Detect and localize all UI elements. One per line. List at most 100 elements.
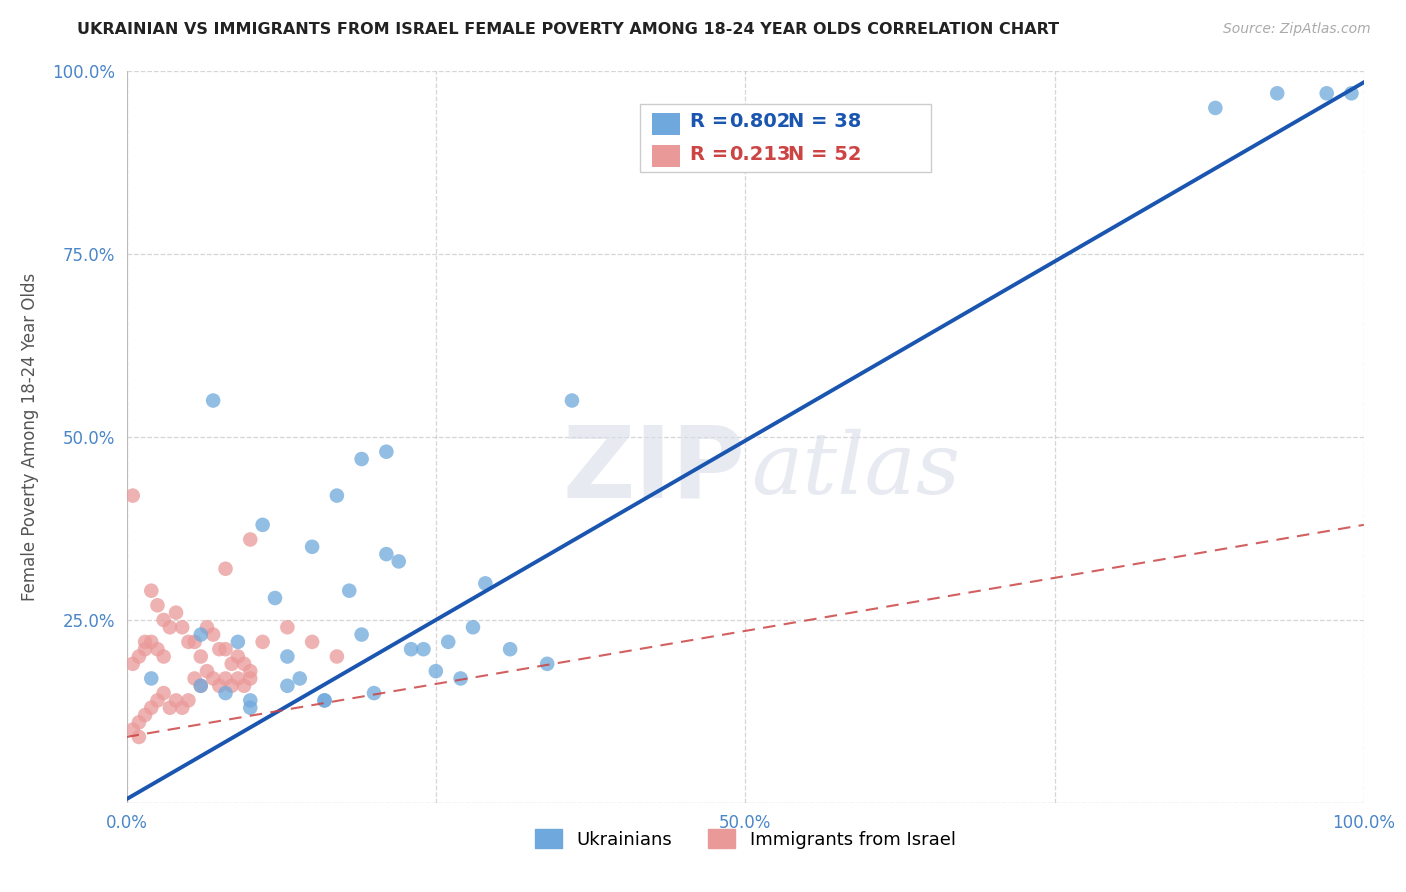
Point (121, 723, 143, 737)
Text: 0.213: 0.213 (730, 145, 790, 163)
Point (195, 620, 218, 634)
Point (425, 664, 447, 678)
Point (208, 679, 231, 693)
Point (239, 672, 262, 686)
Legend: Ukrainians, Immigrants from Israel: Ukrainians, Immigrants from Israel (527, 822, 963, 856)
Point (214, 562, 236, 576)
Point (350, 627, 373, 641)
Text: 0.802: 0.802 (730, 112, 790, 131)
Point (128, 649, 150, 664)
Point (375, 547, 398, 561)
Point (121, 489, 143, 503)
Text: ZIP: ZIP (562, 422, 745, 518)
Text: N = 38: N = 38 (789, 112, 862, 131)
Point (399, 642, 422, 657)
Point (226, 649, 249, 664)
Text: R =: R = (689, 145, 741, 163)
Point (239, 693, 262, 707)
Point (337, 583, 360, 598)
Point (412, 642, 434, 657)
Point (252, 635, 274, 649)
Point (450, 672, 472, 686)
Point (221, 679, 243, 693)
Point (214, 672, 236, 686)
Point (190, 679, 212, 693)
Point (190, 649, 212, 664)
Point (276, 620, 298, 634)
Point (128, 730, 150, 744)
Point (208, 642, 231, 657)
Point (146, 642, 169, 657)
Point (1316, 87, 1339, 101)
Point (214, 642, 236, 657)
Y-axis label: Female Poverty Among 18-24 Year Olds: Female Poverty Among 18-24 Year Olds (21, 273, 38, 601)
Point (183, 635, 205, 649)
Point (461, 620, 484, 634)
Point (499, 642, 522, 657)
Point (326, 649, 349, 664)
Point (177, 635, 200, 649)
Point (226, 635, 249, 649)
Point (172, 700, 194, 714)
Point (134, 708, 156, 723)
Point (165, 693, 187, 707)
Point (141, 635, 163, 649)
Point (1204, 101, 1226, 115)
Point (190, 627, 212, 641)
Point (350, 452, 373, 467)
Point (152, 649, 174, 664)
Point (159, 620, 181, 634)
Point (202, 393, 225, 408)
Point (177, 693, 200, 707)
Point (301, 540, 323, 554)
Bar (652, 145, 679, 167)
Point (1340, 87, 1362, 101)
Point (233, 657, 256, 671)
Point (326, 489, 349, 503)
Point (121, 657, 143, 671)
Point (152, 613, 174, 627)
Point (221, 657, 243, 671)
Text: UKRAINIAN VS IMMIGRANTS FROM ISRAEL FEMALE POVERTY AMONG 18-24 YEAR OLDS CORRELA: UKRAINIAN VS IMMIGRANTS FROM ISRAEL FEMA… (77, 22, 1060, 37)
Point (388, 554, 411, 568)
Point (202, 627, 225, 641)
Point (152, 686, 174, 700)
Point (363, 686, 385, 700)
Point (239, 700, 262, 714)
Point (146, 693, 169, 707)
Point (128, 715, 150, 730)
Text: N = 52: N = 52 (789, 145, 862, 163)
Point (474, 576, 496, 591)
Point (159, 700, 181, 714)
Text: R =: R = (689, 112, 734, 131)
Text: Source: ZipAtlas.com: Source: ZipAtlas.com (1223, 22, 1371, 37)
Point (134, 635, 156, 649)
Point (264, 591, 287, 605)
Point (239, 664, 262, 678)
Point (134, 642, 156, 657)
Point (1265, 87, 1288, 101)
Point (195, 664, 218, 678)
Point (301, 635, 323, 649)
Point (165, 606, 187, 620)
Point (561, 393, 583, 408)
Point (202, 672, 225, 686)
Bar (652, 113, 679, 135)
Point (146, 599, 169, 613)
Text: atlas: atlas (751, 429, 960, 511)
Point (172, 620, 194, 634)
Point (314, 693, 336, 707)
Point (314, 693, 336, 707)
Bar (640, 104, 931, 171)
Point (141, 700, 163, 714)
Point (226, 672, 249, 686)
Point (239, 533, 262, 547)
Point (252, 517, 274, 532)
Point (141, 583, 163, 598)
Point (437, 635, 460, 649)
Point (276, 679, 298, 693)
Point (375, 444, 398, 458)
Point (214, 686, 236, 700)
Point (190, 679, 212, 693)
Point (288, 672, 311, 686)
